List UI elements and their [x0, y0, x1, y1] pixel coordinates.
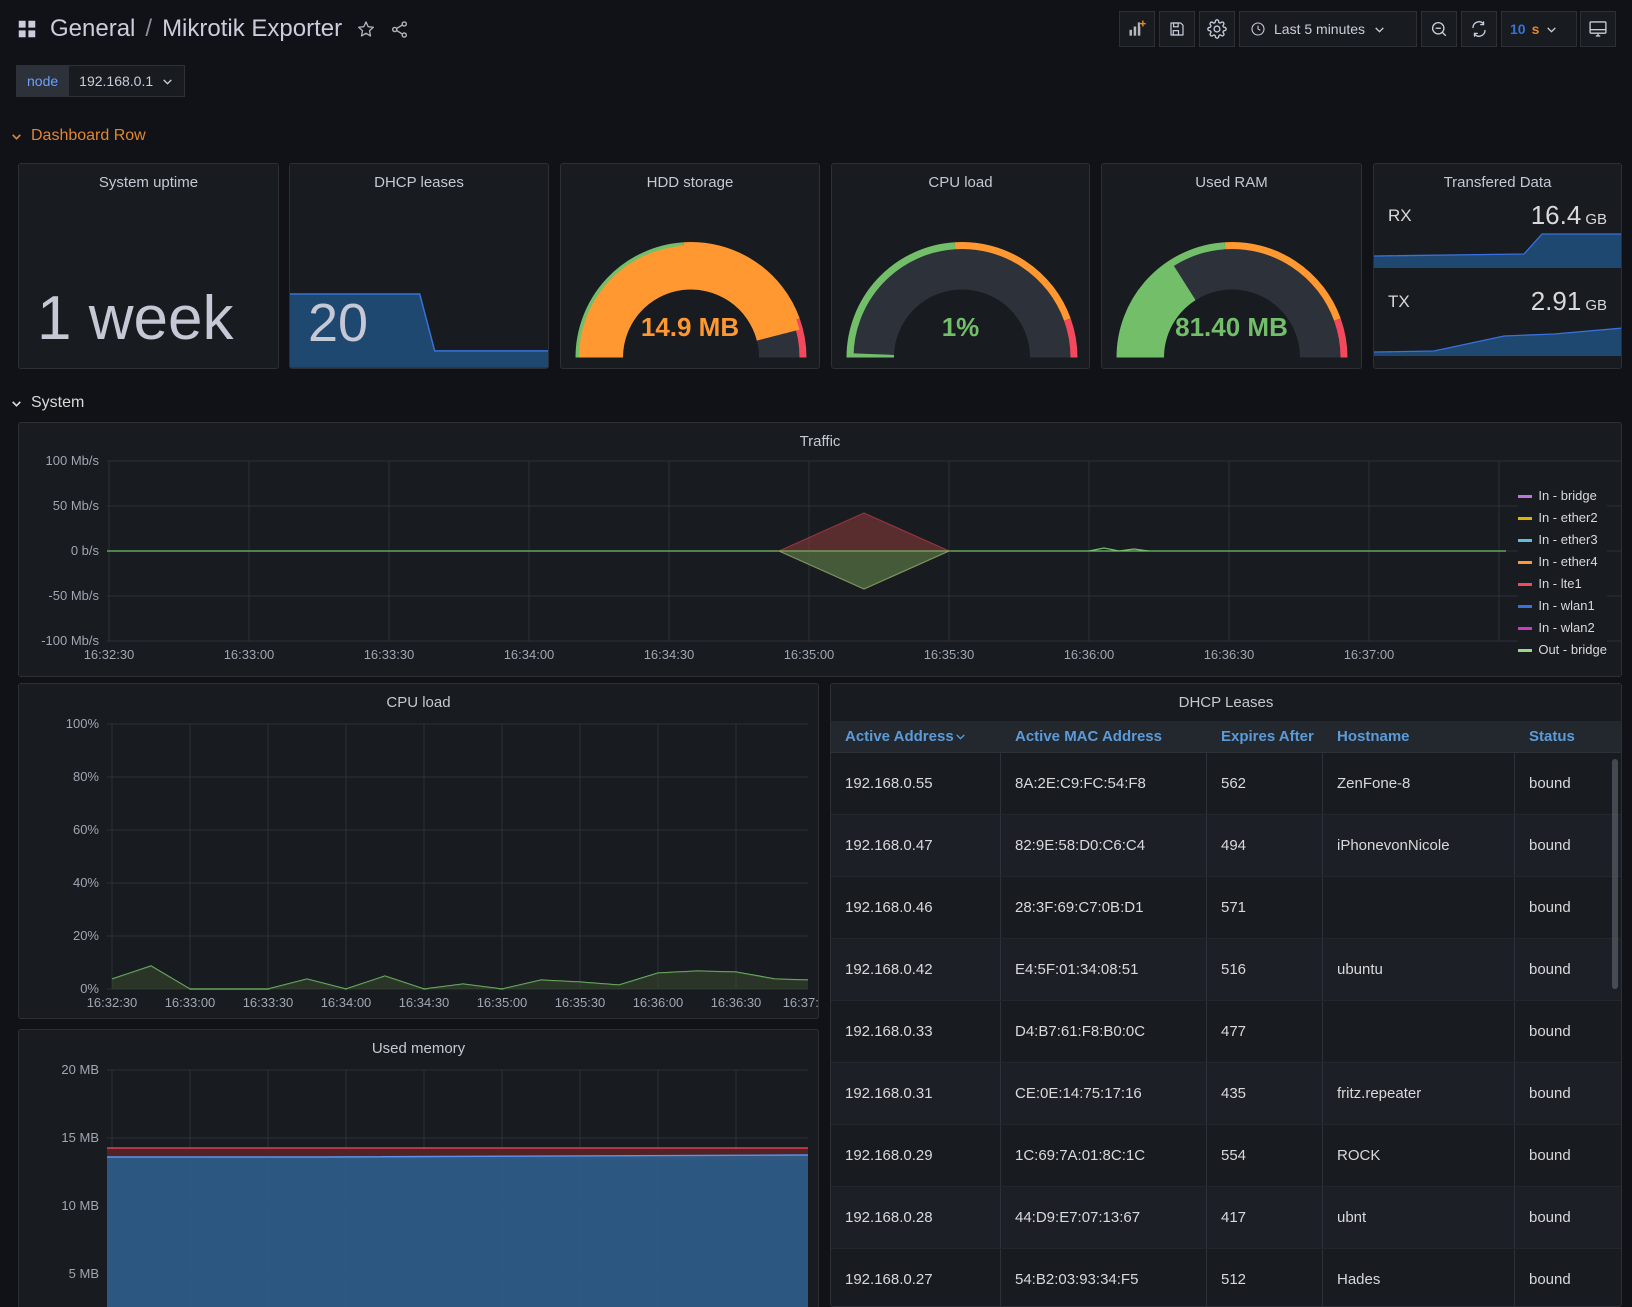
svg-text:60%: 60%: [73, 822, 99, 837]
svg-text:16:34:00: 16:34:00: [321, 995, 372, 1010]
svg-text:80%: 80%: [73, 769, 99, 784]
svg-text:16:35:30: 16:35:30: [924, 647, 975, 662]
svg-text:16:35:00: 16:35:00: [477, 995, 528, 1010]
svg-text:-50 Mb/s: -50 Mb/s: [48, 588, 99, 603]
svg-text:-100 Mb/s: -100 Mb/s: [41, 633, 99, 648]
svg-text:16:32:30: 16:32:30: [87, 995, 138, 1010]
svg-text:16:36:00: 16:36:00: [633, 995, 684, 1010]
svg-text:16:35:00: 16:35:00: [784, 647, 835, 662]
svg-text:20 MB: 20 MB: [61, 1062, 99, 1077]
svg-text:16:36:00: 16:36:00: [1064, 647, 1115, 662]
svg-text:0%: 0%: [80, 981, 99, 996]
svg-text:5 MB: 5 MB: [69, 1266, 99, 1281]
svg-text:16:37:00: 16:37:00: [783, 995, 819, 1010]
svg-text:16:36:30: 16:36:30: [711, 995, 762, 1010]
svg-text:16:33:00: 16:33:00: [165, 995, 216, 1010]
svg-text:100%: 100%: [66, 716, 100, 731]
svg-text:16:37:00: 16:37:00: [1344, 647, 1395, 662]
svg-text:20%: 20%: [73, 928, 99, 943]
svg-text:40%: 40%: [73, 875, 99, 890]
svg-text:50 Mb/s: 50 Mb/s: [53, 498, 100, 513]
svg-text:16:33:30: 16:33:30: [243, 995, 294, 1010]
svg-text:0 b/s: 0 b/s: [71, 543, 100, 558]
svg-text:16:34:30: 16:34:30: [644, 647, 695, 662]
svg-text:16:33:00: 16:33:00: [224, 647, 275, 662]
svg-text:100 Mb/s: 100 Mb/s: [46, 453, 100, 468]
svg-text:16:34:00: 16:34:00: [504, 647, 555, 662]
svg-text:10 MB: 10 MB: [61, 1198, 99, 1213]
svg-text:16:33:30: 16:33:30: [364, 647, 415, 662]
svg-text:16:32:30: 16:32:30: [84, 647, 135, 662]
svg-text:16:36:30: 16:36:30: [1204, 647, 1255, 662]
svg-text:16:34:30: 16:34:30: [399, 995, 450, 1010]
svg-text:16:35:30: 16:35:30: [555, 995, 606, 1010]
svg-text:15 MB: 15 MB: [61, 1130, 99, 1145]
